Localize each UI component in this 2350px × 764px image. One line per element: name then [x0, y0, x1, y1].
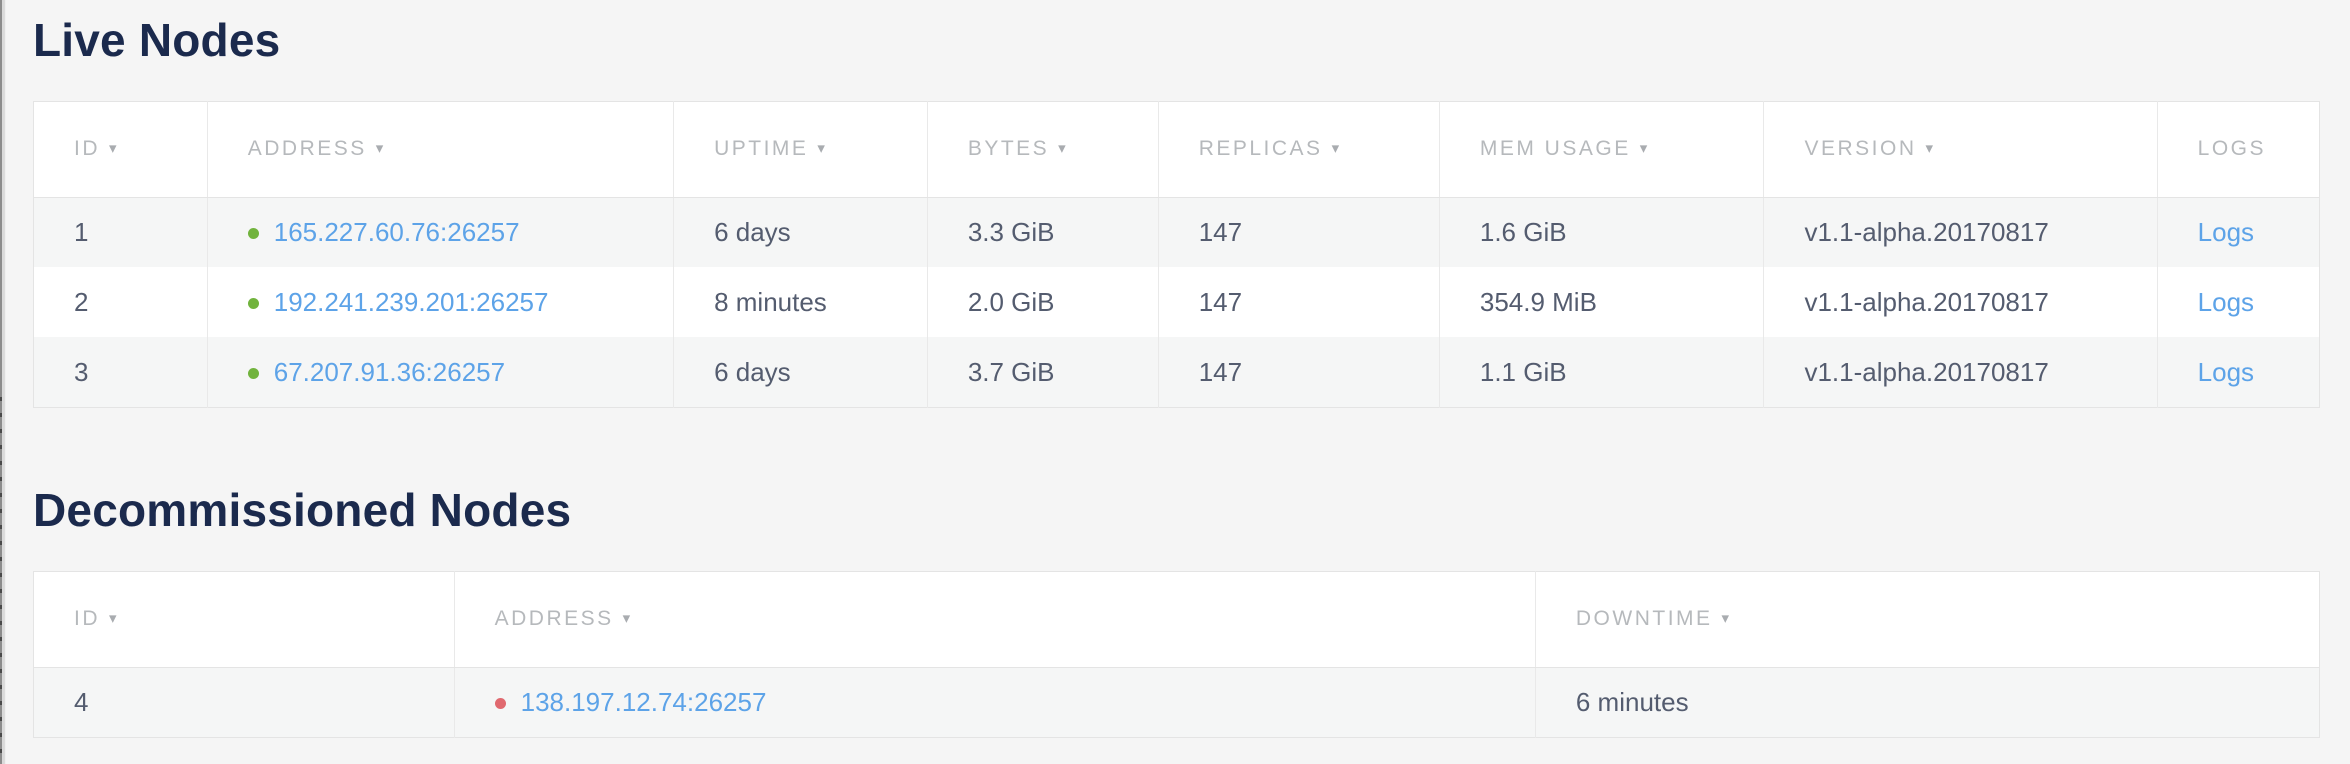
- cell-logs: Logs: [2156, 337, 2320, 408]
- logs-link[interactable]: Logs: [2197, 356, 2255, 387]
- cell-replicas: 147: [1157, 337, 1440, 408]
- column-header-replicas[interactable]: REPLICAS ▾: [1157, 101, 1440, 198]
- sort-arrow-icon: ▾: [622, 610, 633, 628]
- table-row: 3 67.207.91.36:26257 6 days 3.7 GiB 147 …: [33, 337, 2320, 408]
- live-nodes-table: ID ▾ ADDRESS ▾ UPTIME ▾ BYTES ▾ REPLICAS ▾ ME…: [33, 100, 2320, 408]
- column-header-label: ADDRESS: [494, 607, 614, 631]
- cell-id: 3: [74, 356, 89, 387]
- cell-mem-usage: 1.1 GiB: [1438, 337, 1764, 408]
- column-header-label: ID: [74, 137, 100, 161]
- sort-arrow-icon: ▾: [1925, 140, 1936, 158]
- cell-bytes: 3.7 GiB: [926, 337, 1159, 408]
- sort-arrow-icon: ▾: [1639, 140, 1650, 158]
- decommissioned-table-header-row: ID ▾ ADDRESS ▾ DOWNTIME ▾: [33, 571, 2320, 668]
- column-header-address[interactable]: ADDRESS ▾: [453, 571, 1536, 668]
- column-header-id[interactable]: ID ▾: [33, 101, 208, 198]
- live-status-dot-icon: [247, 228, 259, 240]
- cell-uptime: 8 minutes: [673, 267, 928, 338]
- cell-id: 1: [74, 217, 89, 248]
- table-row: 1 165.227.60.76:26257 6 days 3.3 GiB 147…: [33, 197, 2320, 268]
- cell-bytes: 3.3 GiB: [926, 197, 1159, 268]
- cell-address: 138.197.12.74:26257: [453, 667, 1536, 738]
- live-status-dot-icon: [247, 297, 259, 309]
- live-status-dot-icon: [247, 367, 259, 379]
- cell-replicas: 147: [1157, 197, 1440, 268]
- cell-version: v1.1-alpha.20170817: [1763, 267, 2158, 338]
- decommissioned-nodes-title: Decommissioned Nodes: [33, 483, 572, 536]
- decommissioned-nodes-table: ID ▾ ADDRESS ▾ DOWNTIME ▾ 4 138.197.12.74:2…: [33, 570, 2320, 738]
- sort-arrow-icon: ▾: [109, 610, 120, 628]
- cell-bytes: 2.0 GiB: [926, 267, 1159, 338]
- column-header-label: ADDRESS: [247, 137, 367, 161]
- cell-id: 4: [74, 686, 89, 717]
- cell-uptime: 6 days: [673, 337, 928, 408]
- cell-logs: Logs: [2156, 197, 2320, 268]
- cell-version: v1.1-alpha.20170817: [1763, 337, 2158, 408]
- logs-link[interactable]: Logs: [2197, 217, 2255, 248]
- screen-edge-artifact: [0, 0, 6, 764]
- cell-mem-usage: 354.9 MiB: [1438, 267, 1764, 338]
- decommissioned-status-dot-icon: [494, 697, 506, 709]
- nodes-overview-page: Live Nodes ID ▾ ADDRESS ▾ UPTIME ▾ BYTES ▾ R…: [33, 14, 2320, 738]
- cell-address: 67.207.91.36:26257: [206, 337, 674, 408]
- sort-arrow-icon: ▾: [817, 140, 828, 158]
- column-header-mem-usage[interactable]: MEM USAGE ▾: [1438, 101, 1764, 198]
- column-header-label: MEM USAGE: [1479, 137, 1631, 161]
- column-header-logs: LOGS: [2156, 101, 2320, 198]
- column-header-id[interactable]: ID ▾: [33, 571, 455, 668]
- table-row: 4 138.197.12.74:26257 6 minutes: [33, 667, 2320, 738]
- cell-downtime: 6 minutes: [1534, 667, 2320, 738]
- cell-logs: Logs: [2156, 267, 2320, 338]
- address-link[interactable]: 138.197.12.74:26257: [520, 686, 767, 717]
- column-header-label: DOWNTIME: [1575, 607, 1713, 631]
- cell-uptime: 6 days: [673, 197, 928, 268]
- cell-version: v1.1-alpha.20170817: [1763, 197, 2158, 268]
- column-header-address[interactable]: ADDRESS ▾: [206, 101, 674, 198]
- column-header-label: UPTIME: [714, 137, 809, 161]
- column-header-uptime[interactable]: UPTIME ▾: [673, 101, 928, 198]
- cell-id: 2: [74, 286, 89, 317]
- cell-mem-usage: 1.6 GiB: [1438, 197, 1764, 268]
- sort-arrow-icon: ▾: [1058, 140, 1069, 158]
- column-header-label: REPLICAS: [1198, 137, 1323, 161]
- column-header-bytes[interactable]: BYTES ▾: [926, 101, 1159, 198]
- address-link[interactable]: 165.227.60.76:26257: [273, 217, 520, 248]
- cell-address: 192.241.239.201:26257: [206, 267, 674, 338]
- live-nodes-title: Live Nodes: [33, 14, 281, 66]
- cell-address: 165.227.60.76:26257: [206, 197, 674, 268]
- column-header-version[interactable]: VERSION ▾: [1763, 101, 2158, 198]
- address-link[interactable]: 67.207.91.36:26257: [273, 356, 506, 387]
- table-row: 2 192.241.239.201:26257 8 minutes 2.0 Gi…: [33, 267, 2320, 338]
- sort-arrow-icon: ▾: [375, 140, 386, 158]
- address-link[interactable]: 192.241.239.201:26257: [273, 286, 549, 317]
- column-header-downtime[interactable]: DOWNTIME ▾: [1534, 571, 2320, 668]
- column-header-label: LOGS: [2197, 137, 2267, 161]
- live-table-header-row: ID ▾ ADDRESS ▾ UPTIME ▾ BYTES ▾ REPLICAS ▾ ME…: [33, 101, 2320, 198]
- sort-arrow-icon: ▾: [109, 140, 120, 158]
- column-header-label: BYTES: [967, 137, 1050, 161]
- sort-arrow-icon: ▾: [1331, 140, 1342, 158]
- sort-arrow-icon: ▾: [1721, 610, 1732, 628]
- cell-replicas: 147: [1157, 267, 1440, 338]
- logs-link[interactable]: Logs: [2197, 286, 2255, 317]
- column-header-label: VERSION: [1804, 137, 1917, 161]
- column-header-label: ID: [74, 607, 100, 631]
